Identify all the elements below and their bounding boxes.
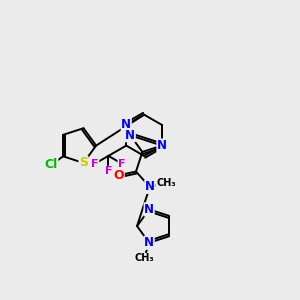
Text: Cl: Cl	[45, 158, 58, 172]
Text: N: N	[121, 118, 131, 131]
Text: CH₃: CH₃	[134, 254, 154, 263]
Text: F: F	[118, 159, 125, 169]
Text: F: F	[91, 159, 99, 169]
Text: F: F	[105, 166, 112, 176]
Text: N: N	[125, 129, 135, 142]
Text: N: N	[144, 203, 154, 216]
Text: N: N	[144, 236, 154, 249]
Text: O: O	[113, 169, 124, 182]
Text: CH₃: CH₃	[156, 178, 176, 188]
Text: N: N	[145, 180, 155, 194]
Text: S: S	[79, 156, 88, 170]
Text: N: N	[157, 139, 167, 152]
